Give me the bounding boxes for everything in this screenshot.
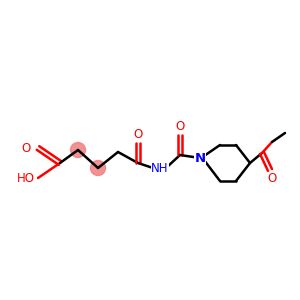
Text: HO: HO xyxy=(17,172,35,184)
Text: O: O xyxy=(21,142,31,154)
Text: O: O xyxy=(134,128,142,140)
Text: N: N xyxy=(194,152,206,164)
Text: NH: NH xyxy=(151,161,169,175)
Text: O: O xyxy=(176,119,184,133)
Circle shape xyxy=(91,160,106,175)
Text: O: O xyxy=(267,172,277,184)
Circle shape xyxy=(70,142,86,158)
